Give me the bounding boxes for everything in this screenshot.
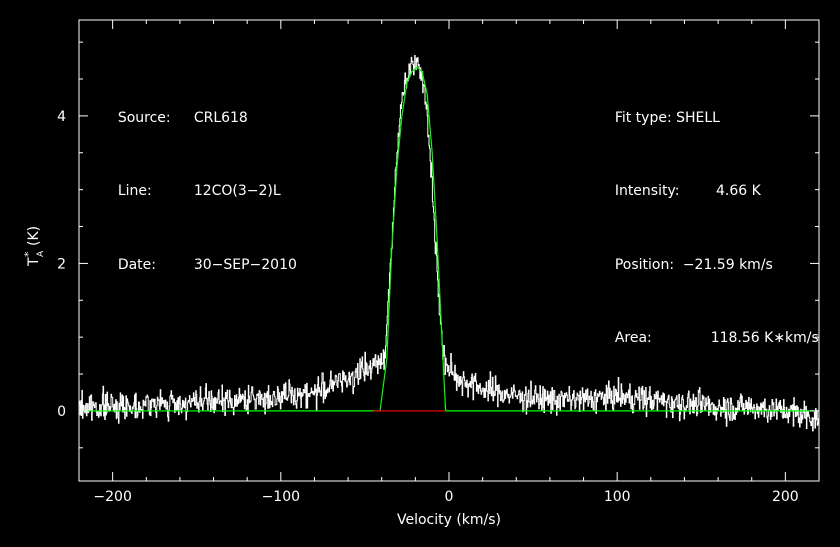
y-axis-label: T * A (K)	[22, 226, 46, 267]
info-fit-type-value: SHELL	[676, 109, 720, 126]
info-date-label: Date:	[117, 256, 156, 273]
info-line-label: Line:	[117, 183, 152, 199]
y-axis-label-sub: A	[36, 250, 46, 257]
y-tick-label: 0	[57, 404, 66, 420]
x-tick-label: 0	[445, 489, 454, 505]
info-area-label: Area:	[614, 330, 652, 346]
info-right: Fit type: SHELL Intensity: 4.66 K Positio…	[597, 32, 819, 351]
info-intensity-value: 4.66 K	[716, 183, 761, 199]
info-intensity-label: Intensity:	[614, 183, 680, 199]
x-axis-label: Velocity (km/s)	[397, 512, 501, 528]
info-position-label: Position:	[614, 256, 675, 273]
y-axis-label-unit: (K)	[26, 226, 42, 246]
series-layer	[78, 55, 820, 432]
y-tick-label: 2	[57, 256, 66, 272]
x-tick-label: −100	[262, 489, 300, 505]
y-axis-label-sup: *	[22, 251, 35, 257]
y-axis-label-main: T	[26, 257, 42, 267]
info-line-value: 12CO(3−2)L	[193, 183, 281, 199]
x-tick-label: −200	[93, 489, 131, 505]
info-position-value: −21.59 km/s	[682, 256, 773, 273]
info-date: Date: 30−SEP−2010	[100, 228, 297, 273]
tick-layer: −200 −100 0 100 200 0 2 4	[57, 20, 819, 505]
spectrum-trace	[79, 55, 820, 432]
info-source: Source: CRL618	[100, 81, 297, 126]
info-area-value: 118.56 K∗km/s	[710, 330, 819, 346]
info-left: Source: CRL618 Line: 12CO(3−2)L Date: 30−SE…	[100, 32, 297, 277]
info-source-label: Source:	[117, 109, 171, 126]
info-area: Area: 118.56 K∗km/s	[597, 302, 819, 346]
info-line: Line: 12CO(3−2)L	[100, 155, 297, 199]
info-intensity: Intensity: 4.66 K	[597, 155, 819, 199]
info-position: Position: −21.59 km/s	[597, 228, 819, 273]
info-date-value: 30−SEP−2010	[193, 256, 297, 273]
fit-curve	[78, 66, 819, 412]
y-tick-label: 4	[57, 109, 66, 125]
info-source-value: CRL618	[193, 109, 248, 126]
x-tick-label: 100	[604, 489, 631, 505]
info-fit-type-label: Fit type:	[614, 109, 672, 126]
info-fit-type: Fit type: SHELL	[597, 81, 819, 126]
x-tick-label: 200	[772, 489, 799, 505]
